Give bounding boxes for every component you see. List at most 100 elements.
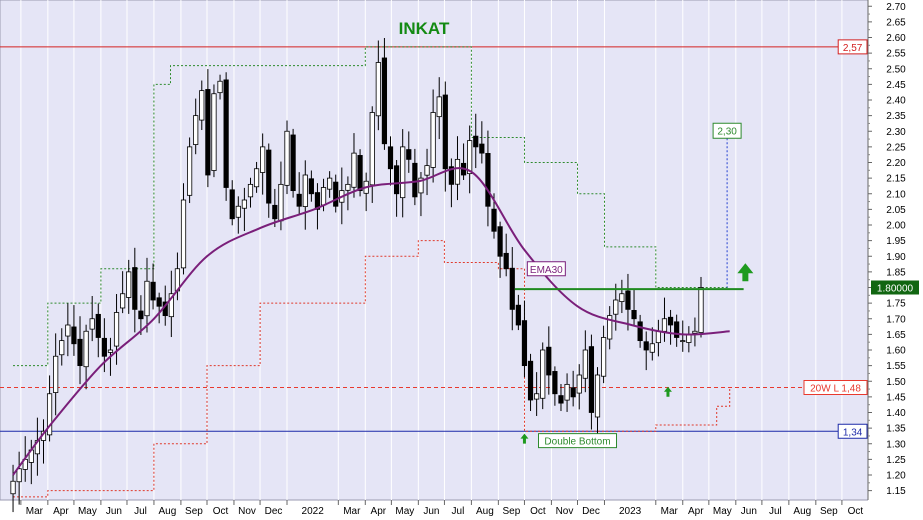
x-tick-label: Oct	[530, 506, 546, 517]
level-label: 20W L 1,48	[810, 384, 861, 395]
candle	[59, 328, 65, 366]
upper-band-line	[13, 46, 730, 367]
candle-body	[187, 146, 193, 196]
x-tick-label: Mar	[26, 506, 44, 517]
bottom-arrow-icon	[520, 433, 529, 444]
candle-body	[418, 177, 424, 194]
candle-body	[229, 189, 235, 220]
candle	[515, 294, 521, 331]
candle	[290, 128, 296, 198]
candle	[266, 143, 272, 218]
candle	[649, 327, 655, 361]
level-label-box	[803, 380, 868, 395]
candle-body	[698, 287, 704, 333]
x-tick-label: Jul	[134, 506, 147, 517]
candle-body	[686, 333, 692, 343]
candle-body	[424, 165, 430, 176]
candle-body	[375, 62, 381, 117]
candle-body	[406, 149, 412, 160]
candle-body	[467, 140, 473, 175]
candle-body	[412, 162, 418, 198]
candle	[193, 98, 199, 155]
candle	[211, 84, 217, 178]
ema-label-box	[526, 261, 566, 277]
x-tick-label: Sep	[185, 506, 203, 517]
candle-body	[387, 146, 394, 170]
candle-body	[95, 313, 101, 338]
candle-body	[655, 330, 661, 344]
candle	[667, 309, 674, 345]
candle	[284, 120, 290, 195]
candle	[83, 324, 89, 390]
candle-body	[308, 178, 314, 195]
candle-body	[156, 297, 162, 307]
candle-body	[113, 312, 120, 347]
candle	[546, 326, 552, 395]
y-tick-label: 1.70	[886, 314, 906, 325]
candle-body	[448, 166, 454, 185]
candle-body	[613, 299, 619, 315]
y-tick-label: 1.30	[886, 439, 906, 450]
candle-body	[260, 146, 266, 173]
candle	[296, 172, 302, 214]
candle-body	[631, 310, 637, 320]
candle-body	[381, 57, 388, 145]
candle	[126, 259, 132, 314]
candle	[625, 273, 631, 331]
candle-body	[266, 149, 272, 204]
candle	[576, 364, 582, 410]
candle-body	[235, 205, 241, 218]
y-axis: 1.15 1.20 1.25 1.30 1.35 1.40 1.45 1.50 1.55 1.60…	[867, 0, 923, 520]
x-tick-label: Apr	[53, 506, 69, 517]
x-tick-label: Mar	[343, 506, 361, 517]
x-tick-label: May	[395, 506, 414, 517]
candle-body	[241, 199, 247, 209]
candle	[223, 72, 229, 201]
candle-body	[570, 387, 576, 398]
candle	[643, 331, 649, 371]
candle-body	[594, 374, 601, 418]
candle	[381, 38, 388, 150]
candle-body	[515, 304, 521, 326]
candle-body	[327, 177, 333, 190]
candle	[497, 221, 503, 278]
candle-body	[278, 183, 284, 222]
candle	[302, 160, 308, 230]
candle-body	[77, 338, 83, 367]
ema-label: EMA30	[530, 265, 563, 276]
candle-body	[290, 134, 296, 192]
candle	[588, 334, 595, 430]
candle	[375, 40, 381, 131]
candle-body	[625, 290, 631, 310]
candle-body	[284, 130, 290, 186]
candle-body	[180, 199, 187, 269]
candle	[113, 294, 120, 365]
candle-body	[491, 208, 497, 232]
candle	[582, 330, 588, 393]
candle	[467, 125, 473, 194]
candle	[132, 247, 138, 333]
y-tick-label: 1.95	[886, 236, 906, 247]
candle-body	[521, 320, 528, 367]
y-tick-label: 1.65	[886, 330, 906, 341]
pattern-label-box	[538, 433, 618, 449]
level-label-box	[837, 423, 868, 439]
target-label-box	[712, 122, 742, 139]
candle-body	[10, 480, 16, 495]
candle-body	[588, 346, 595, 413]
target-label: 2,30	[717, 126, 737, 137]
candle	[558, 383, 564, 412]
y-tick-label: 1.75	[886, 299, 906, 310]
y-tick-label: 2.70	[886, 2, 906, 13]
candle-body	[540, 349, 546, 399]
x-tick-label: Apr	[688, 506, 704, 517]
x-tick-label: Sep	[820, 506, 838, 517]
y-tick-label: 1.35	[886, 424, 906, 435]
candle-body	[345, 183, 351, 191]
candle	[168, 270, 174, 338]
candle-body	[357, 155, 363, 192]
y-tick-label: 2.10	[886, 189, 906, 200]
candle-body	[473, 135, 479, 148]
price-marker-label: 1.80000	[877, 284, 914, 295]
y-tick-label: 1.25	[886, 455, 906, 466]
